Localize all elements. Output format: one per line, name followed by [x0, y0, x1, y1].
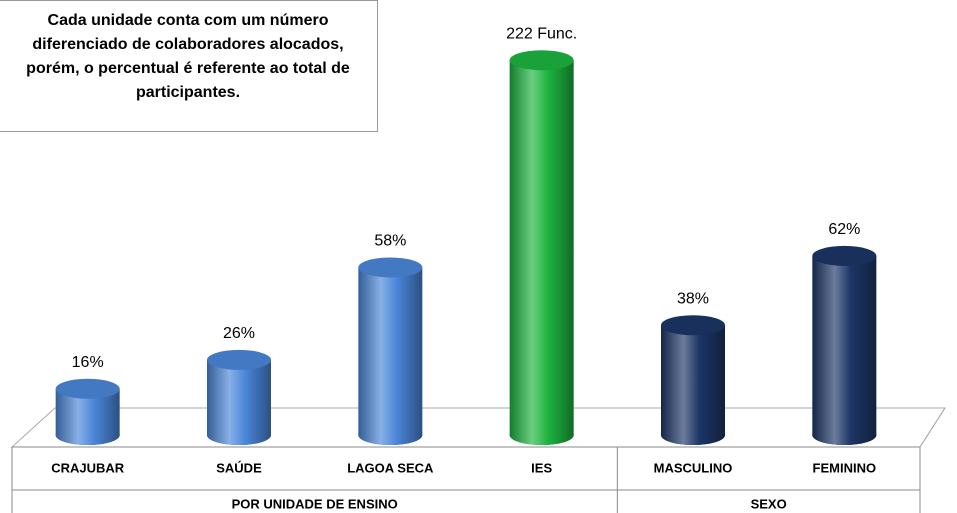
x-tick-label: FEMININO	[813, 460, 877, 475]
bar-bottom	[207, 425, 271, 445]
floor	[10, 407, 946, 448]
x-tick-label: SAÚDE	[216, 460, 262, 475]
data-label: 222 Func.	[506, 25, 577, 42]
annotation: Cada unidade conta com um número diferen…	[0, 0, 378, 132]
bar-top	[358, 257, 423, 278]
x-tick-label: CRAJUBAR	[51, 460, 125, 475]
bar-bottom	[55, 425, 120, 445]
bar-top	[207, 349, 271, 370]
data-label: 26%	[223, 325, 255, 342]
data-label: 38%	[677, 290, 709, 307]
bar-top	[55, 378, 120, 399]
x-tick-label: LAGOA SECA	[347, 460, 434, 475]
bar-bottom	[358, 425, 423, 445]
data-label: 58%	[374, 233, 406, 250]
x-tick-label: IES	[531, 460, 552, 475]
data-label: 62%	[828, 221, 860, 238]
bar-bottom	[812, 425, 877, 445]
floor-edge	[919, 407, 946, 448]
bar-top	[509, 50, 574, 71]
bar-top	[661, 315, 725, 336]
bar-bottom	[509, 425, 574, 445]
bar	[812, 255, 877, 435]
data-label: 16%	[72, 354, 104, 371]
x-tick-label: MASCULINO	[654, 460, 733, 475]
bar-top	[812, 245, 877, 266]
bar-bottom	[661, 425, 725, 445]
bar	[207, 359, 271, 435]
bar	[509, 60, 574, 436]
bar	[661, 325, 725, 435]
group-label: SEXO	[751, 496, 787, 511]
bar	[358, 267, 423, 435]
group-label: POR UNIDADE DE ENSINO	[232, 496, 398, 511]
